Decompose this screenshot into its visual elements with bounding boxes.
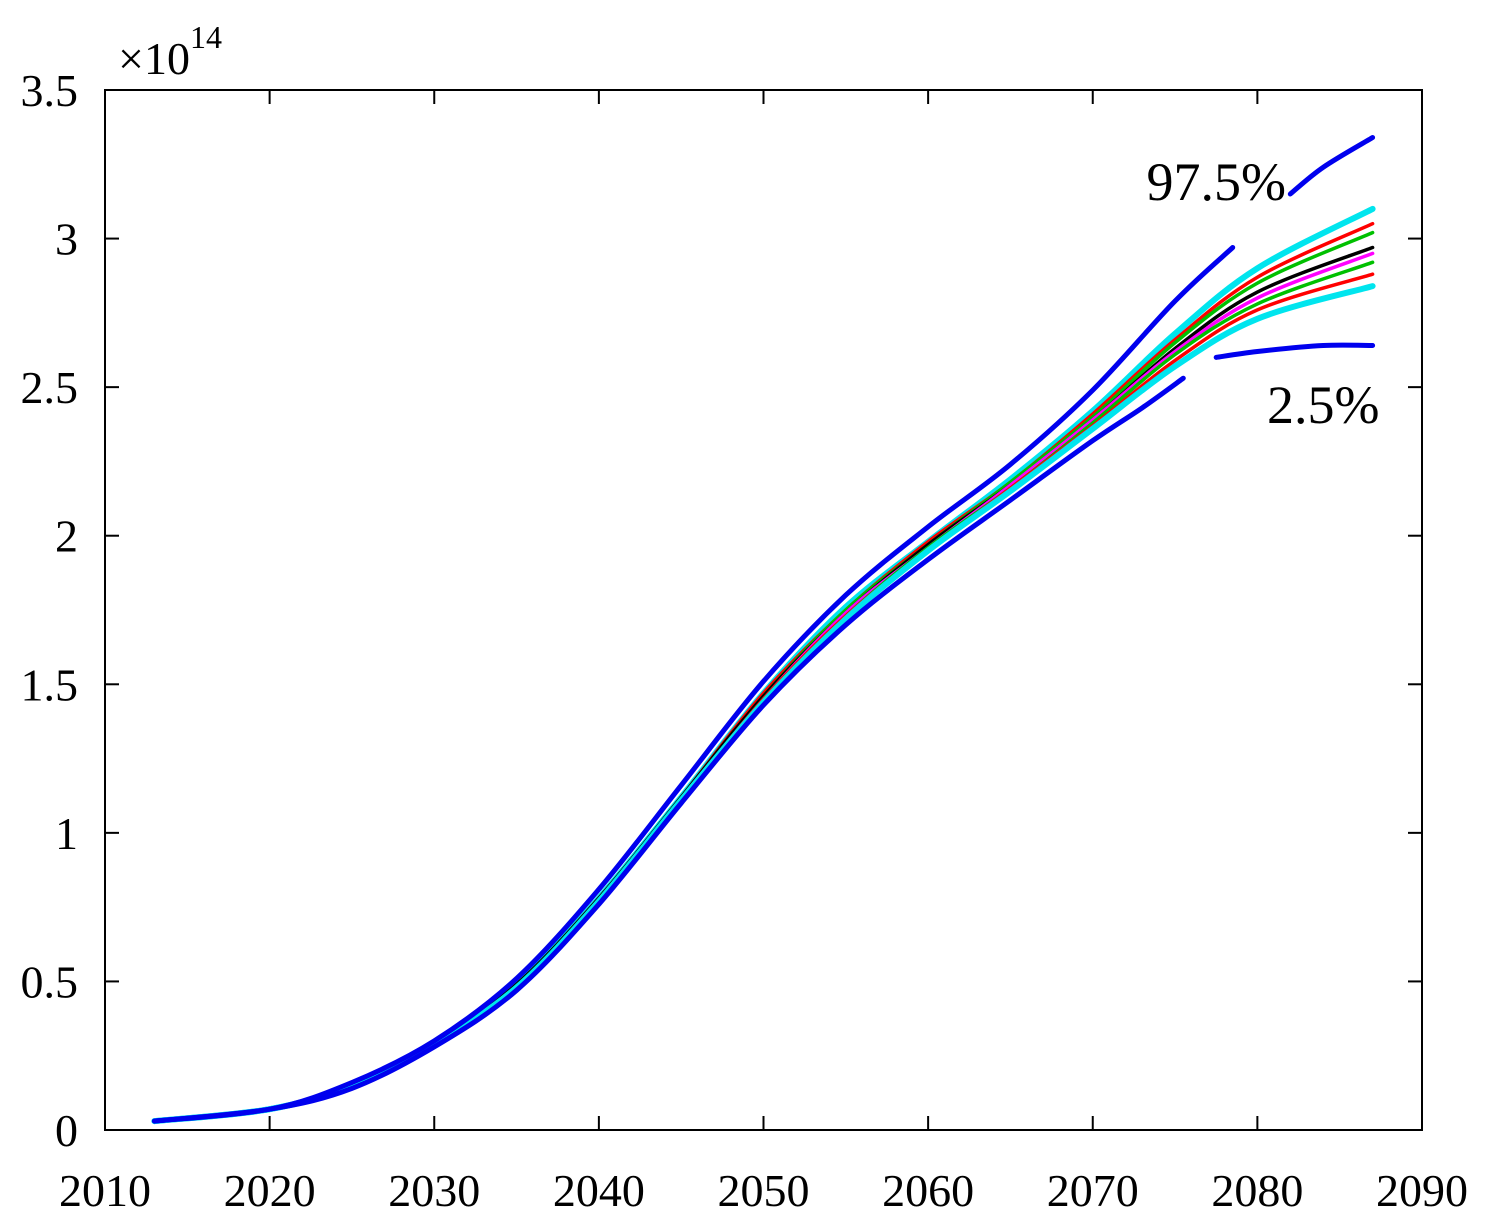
x-tick-label: 2030: [388, 1165, 480, 1216]
plot-frame: [104, 89, 1423, 1131]
bound-line-97.5pct-tail: [1287, 135, 1376, 197]
y-tick-label: 1.5: [21, 659, 79, 710]
bound-line-2.5pct: [151, 375, 1186, 1124]
x-tick-label: 2080: [1211, 1165, 1303, 1216]
y-tick-label: 0: [55, 1105, 78, 1156]
labels-layer: 2010 2020 2030 2040 2050 2060 2070 2080 2090 0 0.5…: [21, 65, 1469, 1216]
y-tick-label: 3.5: [21, 65, 79, 116]
x-tick-label: 2050: [718, 1165, 810, 1216]
x-tick-label: 2060: [882, 1165, 974, 1216]
annotation-label: 97.5%: [1146, 152, 1285, 212]
x-tick-label: 2010: [59, 1165, 151, 1216]
y-tick-label: 2.5: [21, 362, 79, 413]
x-tick-label: 2020: [224, 1165, 316, 1216]
bound-line-97.5pct: [151, 245, 1236, 1124]
ticks-layer: [104, 89, 1423, 1131]
annotation-label: 2.5%: [1267, 375, 1379, 435]
y-multiplier-base: ×10: [118, 33, 190, 84]
series-line-green-upper: [152, 230, 1375, 1123]
y-tick-label: 0.5: [21, 956, 79, 1007]
series-layer: [151, 205, 1376, 1125]
y-multiplier-exponent: 14: [190, 19, 222, 55]
bound-line-2.5pct-tail: [1213, 342, 1376, 360]
x-tick-label: 2040: [553, 1165, 645, 1216]
annotations-layer: 97.5% 2.5%: [1146, 152, 1379, 435]
y-multiplier: ×1014: [118, 19, 222, 84]
y-tick-label: 1: [55, 808, 78, 859]
y-tick-label: 2: [55, 511, 78, 562]
y-tick-label: 3: [55, 214, 78, 265]
x-tick-label: 2070: [1047, 1165, 1139, 1216]
x-tick-label: 2090: [1376, 1165, 1468, 1216]
bounds-layer: [151, 135, 1376, 1124]
series-line-magenta: [152, 251, 1375, 1123]
